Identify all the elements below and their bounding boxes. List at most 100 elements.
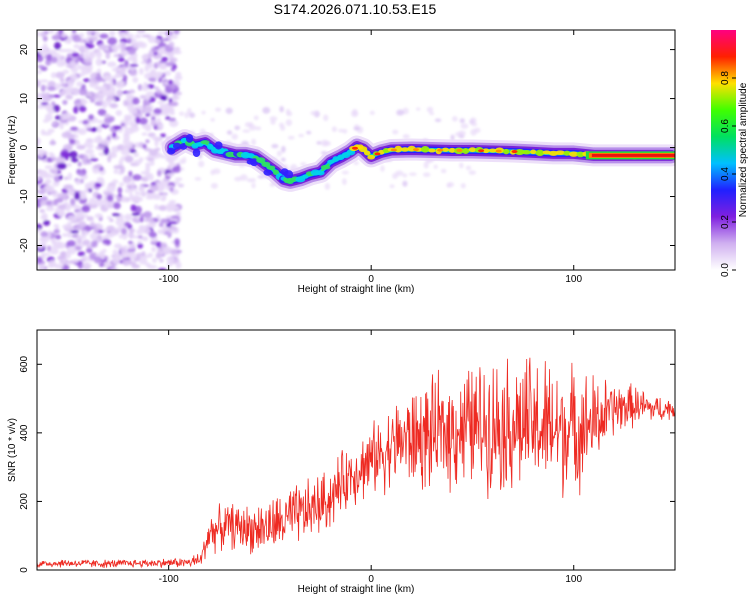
noise-blob [60, 33, 67, 38]
noise-blob [166, 172, 175, 177]
noise-blob [100, 199, 107, 204]
noise-blob [73, 106, 79, 114]
noise-blob [37, 228, 42, 233]
noise-blob [130, 187, 138, 192]
noise-blob [434, 118, 442, 122]
noise-blob [446, 183, 452, 188]
noise-blob [129, 63, 139, 67]
noise-blob [160, 94, 168, 101]
noise-blob [103, 113, 111, 118]
noise-blob [129, 70, 138, 77]
noise-blob [402, 107, 409, 115]
figure-title: S174.2026.071.10.53.E15 [274, 1, 437, 17]
noise-blob [139, 95, 148, 99]
noise-blob [37, 70, 43, 74]
noise-blob [132, 58, 138, 65]
noise-blob [460, 183, 466, 189]
noise-blob [55, 197, 64, 203]
noise-blob [62, 112, 73, 119]
noise-blob [168, 199, 177, 204]
noise-blob [55, 156, 66, 165]
snr-series-line [37, 357, 675, 569]
noise-blob [45, 206, 55, 212]
snr-xtick-label: 100 [565, 574, 582, 585]
noise-blob [118, 66, 127, 74]
noise-blob [246, 178, 252, 183]
noise-blob [433, 164, 438, 169]
noise-blob [111, 67, 121, 72]
snr-line-layer [37, 357, 675, 569]
noise-blob [72, 34, 82, 43]
noise-blob [88, 114, 95, 121]
snr-xtick-label: -100 [159, 574, 179, 585]
noise-blob [129, 120, 136, 127]
noise-blob [281, 145, 286, 153]
noise-blob [47, 86, 56, 91]
noise-blob [157, 42, 167, 47]
ridge-blob [263, 169, 273, 176]
noise-blob [171, 47, 180, 54]
ridge-blob [514, 148, 525, 156]
noise-blob [77, 45, 88, 52]
noise-blob [324, 182, 330, 190]
noise-blob [141, 251, 146, 257]
noise-blob [84, 53, 90, 60]
ridge-blob [576, 151, 585, 158]
noise-blob [338, 128, 344, 133]
noise-blob [109, 267, 120, 270]
noise-blob [113, 164, 123, 170]
ridge-blobs [167, 133, 670, 185]
noise-blob [108, 184, 116, 188]
noise-blob [44, 113, 53, 122]
noise-blob [103, 194, 109, 202]
noise-blob [39, 199, 47, 206]
noise-blob [103, 147, 110, 156]
noise-blob [54, 41, 62, 50]
noise-blob [170, 67, 176, 72]
noise-blob [155, 252, 162, 260]
noise-blob [37, 203, 42, 208]
ridge-blob [295, 176, 306, 183]
ridge-blob [482, 148, 490, 154]
noise-blob [81, 230, 88, 235]
noise-blob [157, 31, 166, 35]
noise-blob [88, 197, 97, 206]
noise-blob [164, 37, 169, 41]
ridge-blob [302, 174, 309, 179]
noise-blob [96, 125, 103, 133]
noise-blob [116, 144, 126, 151]
noise-blob [353, 161, 359, 166]
noise-blob [69, 190, 75, 196]
noise-blob [392, 172, 398, 179]
noise-blob [89, 232, 98, 240]
ridge-blob [488, 148, 497, 153]
noise-blob [132, 97, 140, 105]
noise-blob [76, 144, 86, 150]
noise-blob [37, 177, 41, 181]
noise-blob [99, 250, 105, 258]
noise-blob [149, 219, 155, 224]
noise-blob [137, 192, 147, 196]
noise-blob [48, 152, 54, 156]
noise-blob [101, 100, 108, 109]
noise-blob [157, 229, 166, 235]
noise-blob [158, 123, 164, 129]
noise-blob [40, 231, 48, 238]
noise-blob [134, 113, 143, 118]
noise-blob [160, 133, 167, 138]
noise-blob [67, 163, 72, 167]
noise-blob [408, 172, 417, 176]
noise-blob [165, 61, 175, 67]
noise-blob [148, 148, 159, 156]
noise-blob [471, 122, 478, 127]
noise-blob [269, 116, 278, 122]
noise-blob [145, 139, 150, 144]
noise-blob [129, 149, 137, 153]
noise-blob [184, 112, 189, 119]
noise-blob [152, 193, 162, 199]
noise-blob [99, 33, 109, 39]
spectrogram-ytick-label: 20 [19, 44, 30, 56]
colorbar-tick-label: 0.2 [720, 215, 731, 229]
noise-blob [39, 209, 46, 213]
noise-blob [124, 155, 134, 163]
